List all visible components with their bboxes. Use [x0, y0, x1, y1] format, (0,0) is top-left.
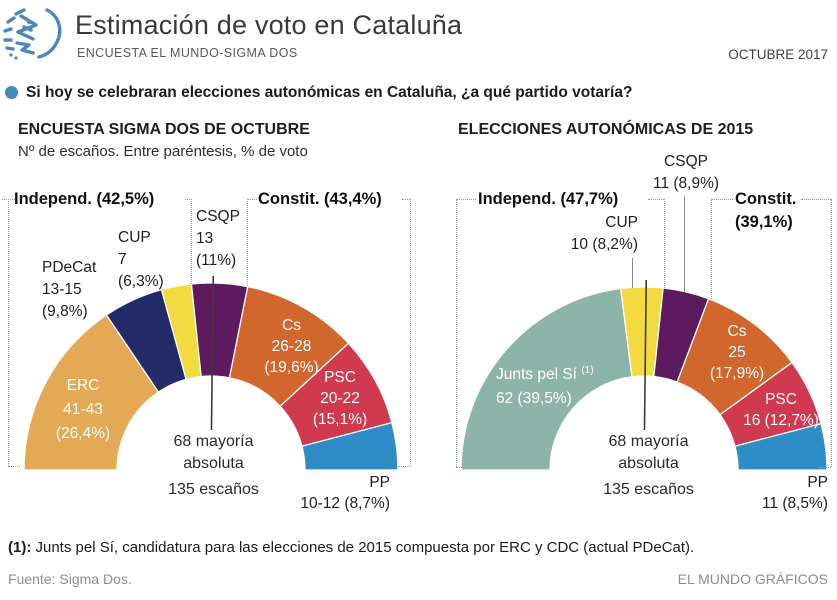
- bracket2-constit-right-dash: [801, 199, 831, 200]
- bracket2-independ-top-dash: [456, 199, 476, 200]
- junts-name: Junts pel Sí: [496, 366, 577, 384]
- bracket-independ-end-line: [191, 199, 192, 284]
- party-label-pp: PP 10-12 (8,7%): [300, 474, 390, 512]
- bracket-constit-start-line: [247, 199, 248, 286]
- footnote-text: Junts pel Sí, candidatura para las elecc…: [31, 539, 695, 556]
- bracket2-constit-bottom-dash: [819, 467, 831, 468]
- bracket2-independ-right-dash: [648, 199, 664, 200]
- bracket-independ-top-dash: [2, 199, 15, 200]
- bracket-constit-bottom-dash: [398, 466, 410, 467]
- segment-pp: [734, 422, 828, 471]
- chart1-title: ENCUESTA SIGMA DOS DE OCTUBRE: [18, 121, 310, 138]
- segment-label-psc-2015: PSC 16 (12,7%): [743, 391, 819, 429]
- bracket2-constit-left-dash: [712, 199, 733, 200]
- header-subtitle: ENCUESTA EL MUNDO-SIGMA DOS: [77, 46, 298, 60]
- segment-label-cs: Cs 26-28 (19,6%): [264, 317, 319, 376]
- bracket2-independ-end-line: [664, 199, 665, 288]
- bracket2-constit-start-line: [711, 199, 712, 299]
- segment-label-erc: ERC 41-43 (26,4%): [55, 377, 111, 442]
- segment-label-junts: Junts pel Sí (1) 62 (39,5%): [496, 359, 656, 411]
- footnote-ref: (1):: [8, 539, 32, 556]
- junts-note-ref: (1): [581, 365, 594, 376]
- total-seats-label-2015: 135 escaños: [603, 481, 694, 498]
- el-mundo-logo-icon: [3, 8, 62, 60]
- bracket2-independ-left-line: [456, 199, 457, 467]
- segment-pp: [301, 421, 399, 471]
- bullet-icon: [5, 86, 18, 99]
- bloc-label-independ: Independ. (42,5%): [14, 190, 155, 208]
- chart2-title: ELECCIONES AUTONÓMICAS DE 2015: [458, 121, 754, 138]
- bracket2-constit-right-line: [831, 199, 832, 467]
- bloc-label-independ-2015: Independ. (47,7%): [478, 190, 619, 208]
- bracket-independ-right-dash: [185, 199, 192, 200]
- segment-label-psc: PSC 20-22 (15,1%): [312, 369, 368, 428]
- page-title: Estimación de voto en Cataluña: [75, 10, 463, 40]
- edition-date: OCTUBRE 2017: [728, 47, 828, 62]
- bloc-label-constit-2015: Constit. (39,1%): [735, 190, 797, 231]
- hemicycle-chart-october-survey: [23, 276, 399, 471]
- segment-erc: [23, 314, 160, 471]
- total-seats-label: 135 escaños: [168, 481, 259, 498]
- majority-marker-line: [643, 280, 648, 431]
- junts-value: 62 (39,5%): [496, 390, 572, 408]
- segment-label-cs-2015: Cs 25 (17,9%): [709, 323, 765, 382]
- bracket-independ-left-line: [8, 199, 9, 466]
- party-label-cup: CUP 7 (6,3%): [118, 229, 164, 290]
- majority-marker-line: [210, 276, 215, 431]
- bracket-constit-right-dash: [402, 199, 410, 200]
- bracket-constit-right-line: [410, 199, 411, 466]
- question-text: Si hoy se celebraran elecciones autonómi…: [26, 84, 633, 101]
- bracket2-independ-bottom-dash: [456, 467, 468, 468]
- segment-junts-pel-s-: [460, 287, 633, 471]
- footnote: (1): Junts pel Sí, candidatura para las …: [8, 539, 694, 556]
- majority-label-2015: 68 mayoría absoluta: [608, 433, 689, 472]
- party-label-csqp: CSQP 13 (11%): [196, 208, 240, 269]
- bloc-label-constit: Constit. (43,4%): [258, 190, 382, 208]
- party-label-cup-2015: CUP 10 (8,2%): [570, 214, 638, 253]
- hemicycle-chart-2015-elections: [460, 280, 828, 471]
- question-row: Si hoy se celebraran elecciones autonómi…: [5, 84, 825, 102]
- party-label-csqp-2015: CSQP 11 (8,9%): [652, 153, 720, 192]
- bracket-independ-bottom-dash: [8, 466, 20, 467]
- majority-label: 68 mayoría absoluta: [173, 433, 254, 472]
- party-label-pp-2015: PP 11 (8,5%): [761, 474, 828, 512]
- source-credit: Fuente: Sigma Dos.: [8, 571, 132, 587]
- chart1-subtitle: Nº de escaños. Entre paréntesis, % de vo…: [18, 143, 308, 160]
- cup-leader-line: [632, 258, 633, 288]
- party-label-pdecat: PDeCat 13-15 (9,8%): [42, 259, 97, 320]
- bracket-constit-left-dash: [248, 199, 257, 200]
- csqp-leader-line: [684, 196, 685, 292]
- graphics-credit: EL MUNDO GRÁFICOS: [677, 571, 828, 587]
